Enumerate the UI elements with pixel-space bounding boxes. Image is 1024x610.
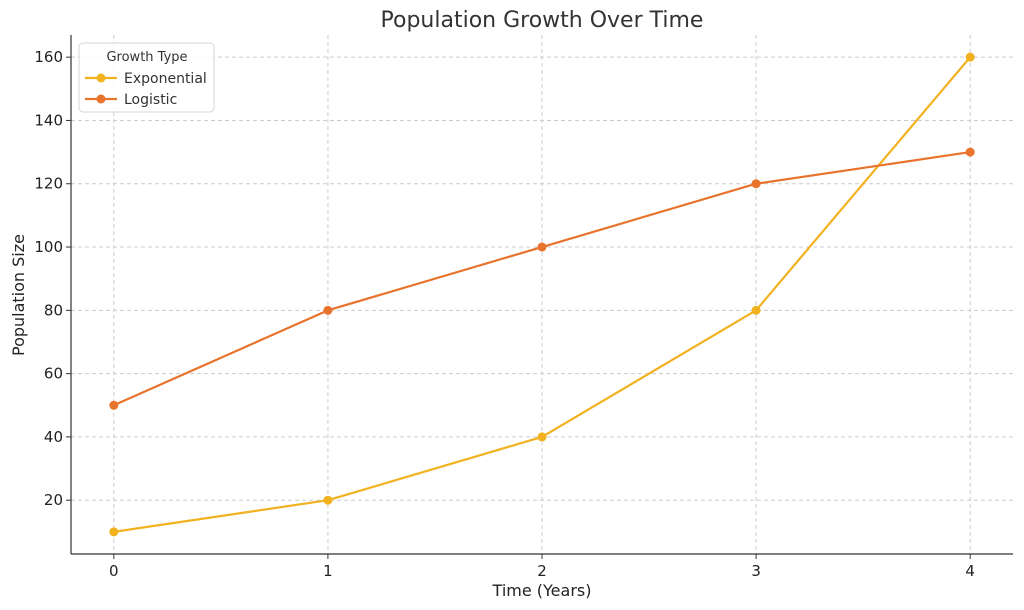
x-tick-label: 2 xyxy=(537,562,547,580)
y-tick-label: 20 xyxy=(44,491,63,509)
data-point-logistic xyxy=(965,147,975,157)
data-point-exponential xyxy=(109,527,119,537)
legend-label-logistic: Logistic xyxy=(124,92,177,108)
y-tick-label: 100 xyxy=(34,238,63,256)
y-tick-label: 160 xyxy=(34,48,63,66)
data-point-exponential xyxy=(323,495,333,505)
legend-marker-exponential xyxy=(96,73,106,83)
legend-label-exponential: Exponential xyxy=(124,71,207,87)
y-axis-label: Population Size xyxy=(9,234,28,356)
data-point-exponential xyxy=(965,52,975,62)
y-tick-label: 80 xyxy=(44,301,63,319)
data-point-logistic xyxy=(537,242,547,252)
legend-marker-logistic xyxy=(96,94,106,104)
data-point-logistic xyxy=(109,400,119,410)
x-tick-label: 3 xyxy=(751,562,761,580)
legend-item-logistic: Logistic xyxy=(85,92,177,108)
series-exponential xyxy=(109,52,975,537)
series-logistic xyxy=(109,147,975,410)
data-point-logistic xyxy=(751,179,761,189)
grid xyxy=(71,35,1013,554)
legend-title: Growth Type xyxy=(106,50,187,65)
y-tick-label: 60 xyxy=(44,365,63,383)
y-tick-label: 120 xyxy=(34,175,63,193)
data-point-logistic xyxy=(323,305,333,315)
x-tick-label: 0 xyxy=(109,562,119,580)
data-point-exponential xyxy=(537,432,547,442)
x-tick-label: 1 xyxy=(323,562,333,580)
chart-title: Population Growth Over Time xyxy=(381,8,704,33)
y-tick-label: 140 xyxy=(34,111,63,129)
x-tick-label: 4 xyxy=(965,562,975,580)
y-tick-label: 40 xyxy=(44,428,63,446)
axes: 0 1 2 3 4 20 40 60 80 100 120 140 160 xyxy=(34,35,1013,580)
legend-box xyxy=(78,42,215,113)
series-layer xyxy=(109,52,975,537)
data-point-exponential xyxy=(751,305,761,315)
legend: Growth Type Exponential Logistic xyxy=(78,42,215,113)
x-axis-label: Time (Years) xyxy=(492,581,592,600)
legend-item-exponential: Exponential xyxy=(85,71,207,87)
